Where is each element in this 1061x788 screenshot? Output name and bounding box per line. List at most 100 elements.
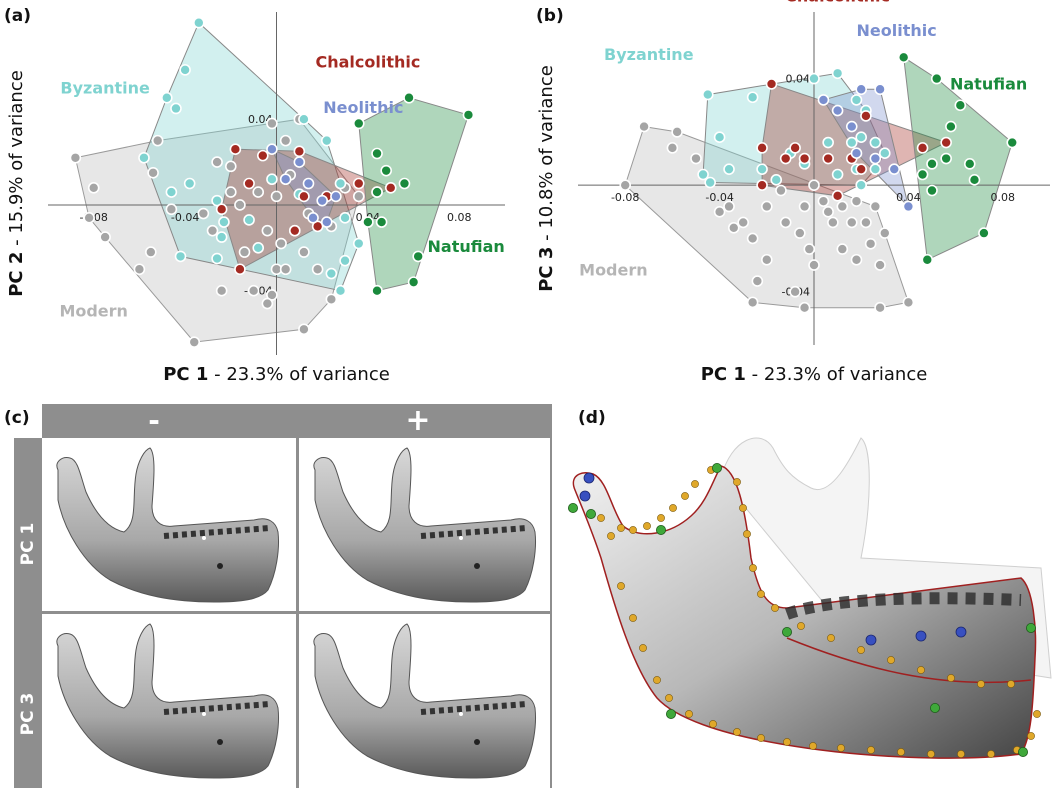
point-modern [145,246,157,258]
point-byzantine [165,186,178,198]
point-chalcolithic [756,142,768,154]
point-natufian [403,91,415,104]
scatter-chart-pc1-pc3: -0.08-0.040.040.080.04-0.04 ByzantineCha… [536,0,1050,385]
landmark-fixed [1025,622,1036,633]
point-byzantine [161,91,173,104]
point-chalcolithic [384,181,397,194]
point-modern [252,186,265,198]
mylohyoid-line [786,637,1032,684]
point-neolithic [316,194,329,207]
point-modern [261,297,274,310]
point-byzantine [218,216,230,228]
landmark-semi [1033,710,1041,718]
group-label-chalcolithic: Chalcolithic [785,0,890,5]
landmark-semi [749,564,757,572]
point-byzantine [320,134,333,147]
point-modern [798,200,811,213]
point-chalcolithic [293,145,306,158]
point-modern [325,293,338,306]
landmark-semi [771,604,779,612]
point-chalcolithic [822,152,834,165]
point-neolithic [831,104,844,117]
point-natufian [945,120,957,133]
point-modern [845,216,858,229]
landmark-semi [739,504,747,512]
point-byzantine [850,94,863,106]
group-label-natufian: Natufian [428,237,505,256]
point-modern [827,216,839,229]
point-modern [746,232,759,245]
point-modern [746,296,759,309]
panel-label-c: (c) [4,408,30,428]
landmark-semi [827,634,835,642]
point-byzantine [869,163,882,175]
point-modern [850,253,863,266]
landmark-semi [977,680,985,688]
point-natufian [968,174,981,186]
point-byzantine [869,136,882,149]
point-byzantine [211,252,223,265]
landmark-semi [617,524,625,532]
landmark-semi [629,526,637,534]
grid-row-pc1: PC 1 [18,522,38,566]
landmark-semi [783,738,791,746]
point-byzantine [746,91,759,104]
point-chalcolithic [798,152,811,165]
mandible-near-side [572,465,1037,759]
point-modern [817,195,830,207]
point-modern [298,246,310,258]
point-modern [671,126,683,138]
point-natufian [954,99,967,112]
landmark-fixed [666,708,677,719]
point-modern [869,200,882,213]
point-natufian [412,250,424,263]
point-byzantine [808,72,820,85]
point-natufian [375,216,388,228]
point-modern [279,263,292,276]
point-byzantine [845,136,858,149]
landmark-semi [617,582,625,590]
x-tick-label: -0.08 [611,191,639,204]
point-byzantine [174,250,187,263]
point-natufian [930,72,943,85]
hull-natufian [903,56,1013,261]
landmark-semi [733,478,741,486]
point-neolithic [266,143,278,155]
landmark-semi [685,710,693,718]
point-modern [822,206,834,218]
point-modern [727,221,740,234]
panel-label-b: (b) [536,6,564,26]
landmark-fixed [929,702,940,713]
point-natufian [921,253,934,266]
mandible-landmark-render [568,437,1052,759]
point-chalcolithic [229,143,242,155]
landmark-semi [897,748,905,756]
grid-divider-h [42,611,552,614]
grid-header-plus: + [405,403,431,438]
point-modern [737,216,749,229]
point-chalcolithic [779,152,792,165]
mandible-pc3-minus [44,616,294,786]
landmark-semi [733,728,741,736]
point-byzantine [831,67,844,80]
landmark-semi [987,750,995,758]
landmark-semi [837,744,845,752]
point-modern [836,243,849,255]
point-byzantine [211,194,223,207]
panel-label-d: (d) [578,408,606,428]
group-label-byzantine: Byzantine [604,45,694,64]
point-byzantine [702,88,714,101]
point-chalcolithic [311,220,324,233]
point-natufian [371,284,383,297]
point-natufian [926,158,938,170]
point-modern [638,120,650,133]
hull-byzantine [143,21,360,292]
point-byzantine [756,163,768,175]
point-modern [761,253,773,266]
point-modern [234,199,246,211]
point-natufian [462,109,475,121]
point-neolithic [888,163,901,175]
grid-row-pc3: PC 3 [18,692,38,736]
grid-border-right [550,438,552,788]
point-chalcolithic [831,190,844,202]
